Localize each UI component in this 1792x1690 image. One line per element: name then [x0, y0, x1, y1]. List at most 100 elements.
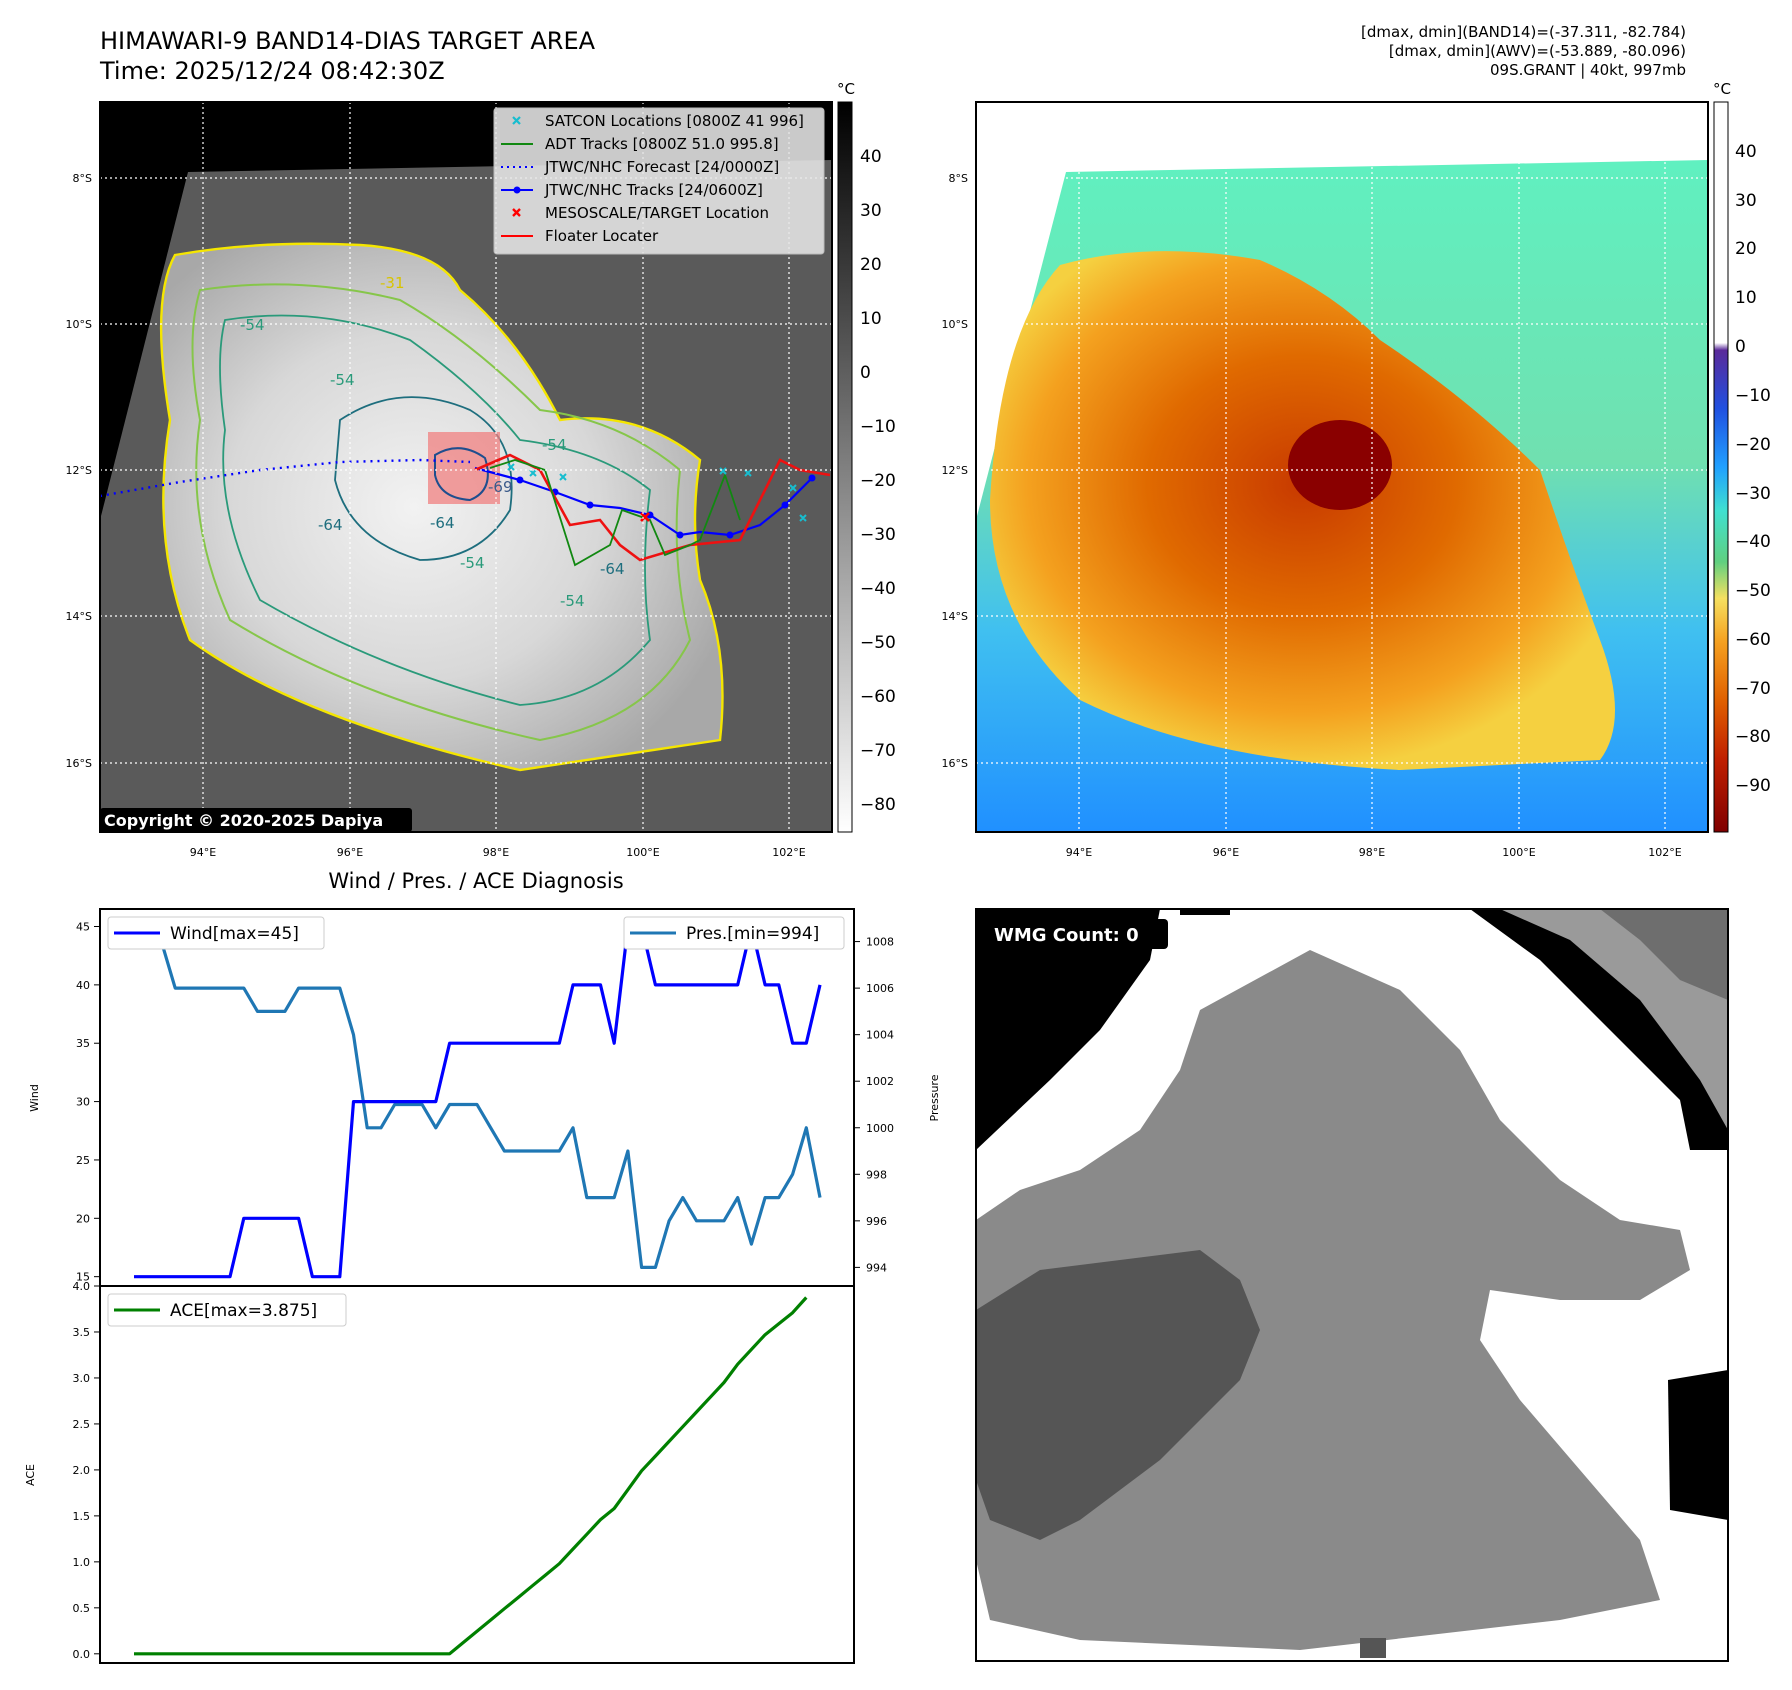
- svg-text:30: 30: [860, 201, 882, 221]
- map2-lat-labels: 8°S 10°S 12°S 14°S 16°S: [942, 172, 968, 770]
- contour-label: -54: [560, 592, 585, 610]
- wmg-region-dark-small: [1360, 1638, 1386, 1658]
- svg-text:−70: −70: [860, 741, 896, 761]
- cloud-shield: [161, 243, 723, 770]
- svg-text:98°E: 98°E: [483, 846, 509, 859]
- svg-text:10: 10: [860, 309, 882, 329]
- adt-tracks: [489, 459, 741, 567]
- ace-y-tick-label: 0.0: [73, 1648, 91, 1661]
- wind-y-tick-label: 25: [76, 1154, 90, 1167]
- color-colorbar-ticks: 40 30 20 10 0 −10 −20 −30 −40 −50 −60 −7…: [1735, 142, 1771, 796]
- pressure-legend-box: [623, 916, 845, 950]
- wmg-count-badge: [984, 919, 1168, 949]
- mesoscale-target-marker: [640, 512, 650, 522]
- storm-core: [1288, 420, 1392, 510]
- ace-y-tick-label: 3.0: [73, 1372, 91, 1385]
- wmg-count-text: WMG Count: 0: [994, 925, 1139, 946]
- pressure-y-tick-label: 1006: [866, 982, 894, 995]
- wind-y-tick-label: 45: [76, 921, 90, 934]
- ace-y-tick-label: 1.0: [73, 1556, 91, 1569]
- jtwc-forecast-track: [100, 458, 471, 498]
- svg-text:−30: −30: [1735, 484, 1771, 504]
- color-colorbar-unit: °C: [1713, 80, 1731, 98]
- contour-label: -31: [380, 274, 405, 292]
- storm-enhanced: [990, 251, 1615, 771]
- wmg-region-gray: [976, 950, 1690, 1650]
- map2-frame: [975, 101, 1709, 833]
- wind-y-tick-label: 20: [76, 1212, 90, 1225]
- legend-track-dot-icon: [513, 186, 521, 194]
- svg-text:−40: −40: [1735, 532, 1771, 552]
- legend-box: [493, 107, 825, 255]
- svg-text:−80: −80: [860, 795, 896, 815]
- diagnosis-title: Wind / Pres. / ACE Diagnosis: [328, 869, 623, 893]
- pressure-y-tick-label: 1004: [866, 1029, 894, 1042]
- svg-text:−90: −90: [1735, 776, 1771, 796]
- copyright-badge: [100, 808, 412, 832]
- contour-labels: -31 -54 -54 -64 -64 -54 -64 -54 -69 -54: [240, 274, 625, 610]
- contour-label: -69: [488, 478, 513, 496]
- pressure-y-tick-label: 994: [866, 1261, 887, 1274]
- svg-text:−50: −50: [860, 633, 896, 653]
- svg-text:10°S: 10°S: [942, 318, 968, 331]
- legend-satcon-icon: [512, 116, 521, 125]
- svg-text:30: 30: [1735, 191, 1757, 211]
- legend-label-floater: Floater Locater: [545, 227, 659, 245]
- ace-axis-label: ACE: [24, 1464, 37, 1486]
- contour-label: -54: [240, 316, 265, 334]
- wmg-frame: [975, 908, 1729, 1662]
- stats-line1: [dmax, dmin](BAND14)=(-37.311, -82.784): [1361, 23, 1686, 41]
- wind-y-tick-label: 15: [76, 1271, 90, 1284]
- gray-colorbar-unit: °C: [837, 80, 855, 98]
- pressure-series-line: [134, 939, 822, 1269]
- ace-y-tick-label: 2.0: [73, 1464, 91, 1477]
- contour-31: [159, 242, 724, 772]
- svg-text:20: 20: [860, 255, 882, 275]
- chart-title-line1: HIMAWARI-9 BAND14-DIAS TARGET AREA: [100, 27, 596, 55]
- stats-line3: 09S.GRANT | 40kt, 997mb: [1489, 61, 1686, 79]
- svg-text:10°S: 10°S: [66, 318, 92, 331]
- color-colorbar: [1713, 101, 1729, 833]
- ace-legend-box: [107, 1293, 347, 1327]
- wmg-region-black-nw: [976, 909, 1160, 1150]
- map1-lat-labels: 8°S 10°S 12°S 14°S 16°S: [66, 172, 92, 770]
- map2-lon-labels: 94°E 96°E 98°E 100°E 102°E: [1066, 846, 1682, 859]
- contour-label: -54: [542, 436, 567, 454]
- legend-label-target: MESOSCALE/TARGET Location: [545, 204, 769, 222]
- svg-text:98°E: 98°E: [1359, 846, 1385, 859]
- wind-y-tick-label: 40: [76, 979, 90, 992]
- svg-text:8°S: 8°S: [949, 172, 968, 185]
- contour-label: -54: [330, 371, 355, 389]
- svg-text:−10: −10: [860, 417, 896, 437]
- svg-text:−50: −50: [1735, 581, 1771, 601]
- legend-target-icon: [512, 208, 521, 217]
- map-legend: SATCON Locations [0800Z 41 996] ADT Trac…: [493, 107, 825, 255]
- contour-label: -64: [600, 560, 625, 578]
- svg-text:40: 40: [860, 147, 882, 167]
- wmg-region-dark-ne: [1600, 909, 1728, 1000]
- svg-text:−80: −80: [1735, 727, 1771, 747]
- stats-line2: [dmax, dmin](AWV)=(-53.889, -80.096): [1388, 42, 1686, 60]
- pressure-axis-label: Pressure: [928, 1074, 941, 1121]
- svg-text:40: 40: [1735, 142, 1757, 162]
- ir-map-panel: -31 -54 -54 -64 -64 -54 -64 -54 -69 -54 …: [66, 80, 896, 859]
- wind-legend: Wind[max=45]: [107, 916, 325, 950]
- legend-label-track: JTWC/NHC Tracks [24/0600Z]: [544, 181, 763, 199]
- svg-text:−20: −20: [860, 471, 896, 491]
- gray-colorbar-ticks: 40 30 20 10 0 −10 −20 −30 −40 −50 −60 −7…: [860, 147, 896, 815]
- map1-lon-labels: 94°E 96°E 98°E 100°E 102°E: [190, 846, 806, 859]
- svg-text:96°E: 96°E: [1213, 846, 1239, 859]
- pressure-y-tick-label: 1002: [866, 1075, 894, 1088]
- svg-text:−20: −20: [1735, 435, 1771, 455]
- svg-text:8°S: 8°S: [73, 172, 92, 185]
- wind-axis-label: Wind: [28, 1084, 41, 1112]
- ace-y-tick-label: 3.5: [73, 1326, 91, 1339]
- svg-text:94°E: 94°E: [1066, 846, 1092, 859]
- legend-label-forecast: JTWC/NHC Forecast [24/0000Z]: [544, 158, 779, 176]
- svg-text:100°E: 100°E: [1502, 846, 1535, 859]
- wmg-region-dark: [976, 1250, 1260, 1540]
- contour-label: -64: [430, 514, 455, 532]
- chart-title-line2: Time: 2025/12/24 08:42:30Z: [100, 57, 445, 85]
- copyright-text: Copyright © 2020-2025 Dapiya: [104, 811, 383, 830]
